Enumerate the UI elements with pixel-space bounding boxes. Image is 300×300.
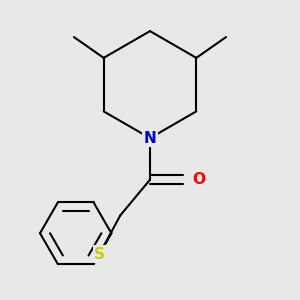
Text: N: N — [144, 130, 156, 146]
Text: S: S — [94, 247, 105, 262]
Text: O: O — [193, 172, 206, 187]
